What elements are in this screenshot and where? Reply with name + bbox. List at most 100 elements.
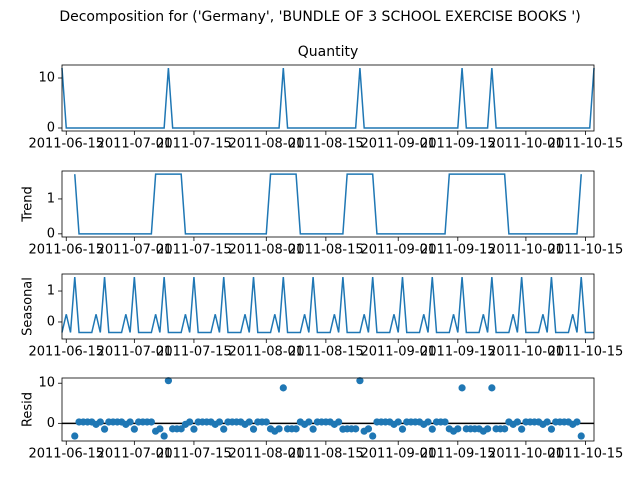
y-tick-label: 1 <box>47 191 55 206</box>
resid-point <box>262 418 270 426</box>
resid-point <box>573 418 581 426</box>
x-tick-label: 2011-09-01 <box>360 243 436 258</box>
axes-frame <box>61 64 595 132</box>
x-tick-label: 2011-06-15 <box>28 243 104 258</box>
resid-point <box>177 425 185 433</box>
resid-point <box>186 418 194 426</box>
resid-point <box>215 418 224 426</box>
resid-point <box>305 418 313 426</box>
resid-point <box>96 418 104 426</box>
axes-frame <box>61 170 595 238</box>
resid-point <box>501 425 509 433</box>
resid-point <box>292 425 300 433</box>
y-axis-label: Seasonal <box>21 277 36 336</box>
x-tick-label: 2011-08-15 <box>288 243 364 258</box>
x-tick-label: 2011-09-15 <box>420 243 496 258</box>
x-tick-label: 2011-09-15 <box>420 137 496 152</box>
x-tick-label: 2011-08-01 <box>229 137 305 152</box>
x-tick-label: 2011-06-15 <box>28 447 104 462</box>
x-tick-label: 2011-06-15 <box>28 345 104 360</box>
resid-point <box>335 418 343 426</box>
x-tick-label: 2011-10-01 <box>488 137 564 152</box>
resid-point <box>424 418 432 426</box>
x-tick-label: 2011-07-01 <box>97 345 173 360</box>
resid-point <box>513 418 521 426</box>
resid-point <box>309 425 317 433</box>
resid-point <box>190 425 198 433</box>
series-line <box>61 277 594 334</box>
x-tick-label: 2011-09-15 <box>420 447 496 462</box>
resid-point <box>164 377 172 385</box>
resid-point <box>364 425 373 433</box>
resid-point <box>458 384 466 392</box>
resid-point <box>398 425 407 433</box>
x-tick-label: 2011-07-15 <box>156 345 232 360</box>
x-tick-label: 2011-09-01 <box>360 345 436 360</box>
series-line <box>61 67 595 129</box>
resid-point <box>428 425 436 433</box>
x-tick-label: 2011-10-15 <box>548 243 624 258</box>
resid-point <box>543 418 551 426</box>
x-tick-label: 2011-07-15 <box>156 137 232 152</box>
axes-frame <box>61 273 595 340</box>
x-tick-label: 2011-08-01 <box>229 345 305 360</box>
x-tick-label: 2011-08-01 <box>229 243 305 258</box>
resid-point <box>279 384 287 392</box>
x-tick-label: 2011-08-15 <box>288 447 364 462</box>
resid-point <box>249 425 258 433</box>
y-tick-label: 0 <box>47 314 55 329</box>
resid-point <box>394 418 402 426</box>
resid-point <box>126 418 134 426</box>
resid-point <box>220 425 228 433</box>
x-tick-label: 2011-10-15 <box>548 137 624 152</box>
chart-title: Decomposition for ('Germany', 'BUNDLE OF… <box>59 9 580 25</box>
resid-point <box>577 432 585 440</box>
y-axis-label: Resid <box>21 392 36 427</box>
axes-frame <box>61 377 595 442</box>
x-tick-label: 2011-10-15 <box>548 345 624 360</box>
resid-point <box>441 418 449 426</box>
y-tick-label: 1 <box>47 284 55 299</box>
panel-title: Quantity <box>298 44 359 60</box>
x-tick-label: 2011-10-01 <box>488 243 564 258</box>
resid-point <box>130 425 138 433</box>
resid-point <box>484 425 492 433</box>
resid-point <box>100 425 109 433</box>
resid-point <box>147 418 155 426</box>
x-tick-label: 2011-10-01 <box>488 447 564 462</box>
x-tick-label: 2011-10-01 <box>488 345 564 360</box>
resid-point <box>352 425 360 433</box>
resid-point <box>488 384 496 392</box>
resid-point <box>160 432 168 440</box>
x-tick-label: 2011-07-01 <box>97 137 173 152</box>
x-tick-label: 2011-09-01 <box>360 137 436 152</box>
x-tick-label: 2011-08-15 <box>288 345 364 360</box>
resid-point <box>356 377 364 385</box>
resid-point <box>369 432 377 440</box>
x-tick-label: 2011-10-15 <box>548 447 624 462</box>
resid-point <box>71 432 79 440</box>
y-axis-label: Trend <box>21 186 36 223</box>
resid-point <box>156 425 164 433</box>
x-tick-label: 2011-09-01 <box>360 447 436 462</box>
x-tick-label: 2011-08-01 <box>229 447 305 462</box>
x-tick-label: 2011-07-01 <box>97 447 173 462</box>
resid-point <box>518 425 526 433</box>
resid-point <box>454 425 462 433</box>
series-line <box>74 173 582 235</box>
x-tick-label: 2011-06-15 <box>28 137 104 152</box>
y-tick-label: 10 <box>38 376 55 391</box>
x-tick-label: 2011-08-15 <box>288 137 364 152</box>
resid-point <box>275 425 283 433</box>
x-tick-label: 2011-07-01 <box>97 243 173 258</box>
y-tick-label: 0 <box>47 226 55 241</box>
x-tick-label: 2011-07-15 <box>156 243 232 258</box>
y-tick-label: 0 <box>47 121 55 136</box>
y-tick-label: 0 <box>47 416 55 431</box>
resid-point <box>245 418 253 426</box>
x-tick-label: 2011-07-15 <box>156 447 232 462</box>
resid-point <box>547 425 556 433</box>
y-tick-label: 10 <box>38 71 55 86</box>
x-tick-label: 2011-09-15 <box>420 345 496 360</box>
